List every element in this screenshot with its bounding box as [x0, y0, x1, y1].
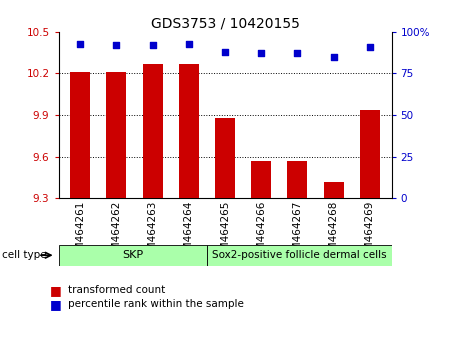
Point — [221, 49, 229, 55]
Point — [149, 42, 156, 48]
Point — [113, 42, 120, 48]
Text: cell type: cell type — [2, 250, 47, 260]
Point — [366, 44, 373, 50]
Text: SKP: SKP — [122, 250, 143, 260]
Bar — [324, 182, 343, 198]
Point — [185, 41, 193, 46]
Point — [76, 41, 84, 46]
Bar — [215, 118, 235, 198]
Bar — [107, 72, 126, 198]
Text: Sox2-positive follicle dermal cells: Sox2-positive follicle dermal cells — [212, 250, 386, 260]
Bar — [70, 72, 90, 198]
Bar — [58, 245, 207, 266]
Bar — [207, 245, 392, 266]
Text: transformed count: transformed count — [68, 285, 165, 295]
Bar — [360, 109, 380, 198]
Text: ■: ■ — [50, 284, 61, 297]
Bar — [288, 161, 307, 198]
Bar — [251, 161, 271, 198]
Point — [294, 51, 301, 56]
Title: GDS3753 / 10420155: GDS3753 / 10420155 — [151, 17, 299, 31]
Point — [330, 54, 337, 59]
Text: ■: ■ — [50, 298, 61, 311]
Point — [257, 51, 265, 56]
Bar — [143, 64, 162, 198]
Bar — [179, 64, 199, 198]
Text: percentile rank within the sample: percentile rank within the sample — [68, 299, 243, 309]
